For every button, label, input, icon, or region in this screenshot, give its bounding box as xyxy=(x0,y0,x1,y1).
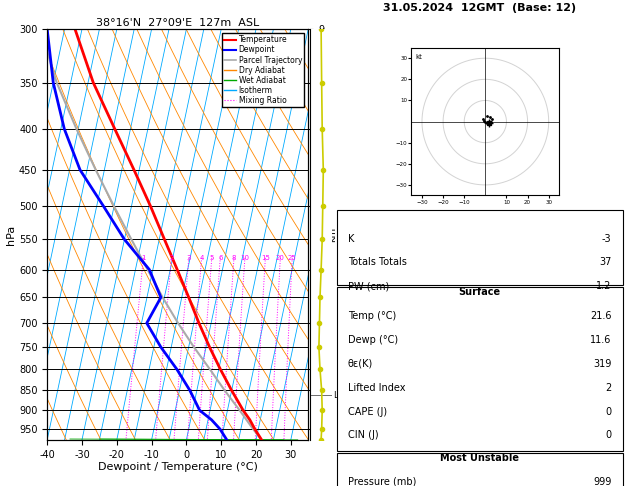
Y-axis label: km
ASL: km ASL xyxy=(327,226,348,243)
Text: 31.05.2024  12GMT  (Base: 12): 31.05.2024 12GMT (Base: 12) xyxy=(383,3,576,13)
Text: 2: 2 xyxy=(605,383,611,393)
Text: 11.6: 11.6 xyxy=(590,335,611,345)
Text: 2: 2 xyxy=(169,255,174,261)
Text: 999: 999 xyxy=(593,476,611,486)
Text: θε(K): θε(K) xyxy=(348,359,373,369)
Text: LCL: LCL xyxy=(333,391,348,400)
Text: 5: 5 xyxy=(209,255,214,261)
Text: 319: 319 xyxy=(593,359,611,369)
Y-axis label: hPa: hPa xyxy=(6,225,16,244)
Text: Surface: Surface xyxy=(459,288,501,297)
Text: CIN (J): CIN (J) xyxy=(348,431,379,440)
Text: Temp (°C): Temp (°C) xyxy=(348,312,396,321)
Text: -3: -3 xyxy=(601,234,611,243)
Text: 8: 8 xyxy=(231,255,237,261)
Text: 10: 10 xyxy=(240,255,250,261)
Text: Dewp (°C): Dewp (°C) xyxy=(348,335,398,345)
Text: K: K xyxy=(348,234,354,243)
Text: PW (cm): PW (cm) xyxy=(348,281,389,291)
Text: 0: 0 xyxy=(605,431,611,440)
Legend: Temperature, Dewpoint, Parcel Trajectory, Dry Adiabat, Wet Adiabat, Isotherm, Mi: Temperature, Dewpoint, Parcel Trajectory… xyxy=(222,33,304,107)
Text: 6: 6 xyxy=(218,255,223,261)
Text: Lifted Index: Lifted Index xyxy=(348,383,406,393)
Text: 25: 25 xyxy=(288,255,297,261)
Bar xyxy=(337,210,623,285)
Text: 0: 0 xyxy=(605,407,611,417)
Text: 15: 15 xyxy=(261,255,270,261)
Text: 1: 1 xyxy=(141,255,146,261)
Text: kt: kt xyxy=(416,54,423,60)
Text: 4: 4 xyxy=(199,255,204,261)
Bar xyxy=(337,452,623,486)
Text: 3: 3 xyxy=(187,255,191,261)
Text: 37: 37 xyxy=(599,258,611,267)
Title: 38°16'N  27°09'E  127m  ASL: 38°16'N 27°09'E 127m ASL xyxy=(96,18,259,28)
Text: Totals Totals: Totals Totals xyxy=(348,258,407,267)
Text: Pressure (mb): Pressure (mb) xyxy=(348,476,416,486)
Text: 21.6: 21.6 xyxy=(590,312,611,321)
Text: 20: 20 xyxy=(276,255,285,261)
Bar xyxy=(337,288,623,451)
X-axis label: Dewpoint / Temperature (°C): Dewpoint / Temperature (°C) xyxy=(97,462,258,472)
Text: Most Unstable: Most Unstable xyxy=(440,452,519,463)
Text: CAPE (J): CAPE (J) xyxy=(348,407,387,417)
Text: 1.2: 1.2 xyxy=(596,281,611,291)
